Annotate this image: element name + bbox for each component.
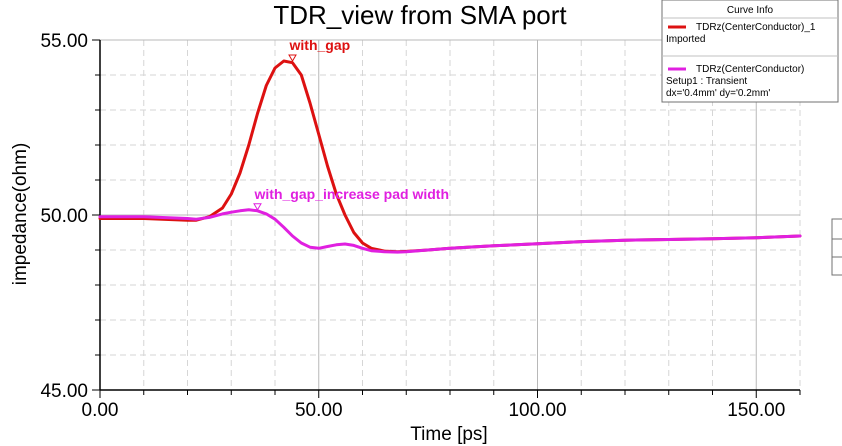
annotations: with_gap with_gap_increase pad width <box>253 37 450 211</box>
legend[interactable]: Curve Info TDRz(CenterConductor)_1Importe… <box>661 0 839 103</box>
chart-title: TDR_view from SMA port <box>273 0 567 30</box>
x-tick-label: 100.00 <box>508 400 566 421</box>
series-line-2 <box>98 208 802 254</box>
x-tick-label: 0.00 <box>82 400 119 421</box>
annotation-marker-1 <box>288 54 297 62</box>
legend-entry-name-1: TDRz(CenterConductor)_1 <box>696 22 816 33</box>
legend-title: Curve Info <box>727 5 774 16</box>
annotation-label-2: with_gap_increase pad width <box>254 186 450 202</box>
series-group <box>98 59 802 254</box>
side-panel-fragment <box>831 218 842 276</box>
legend-entry-detail-2: Setup1 : Transient <box>666 76 747 87</box>
legend-entry-name-2: TDRz(CenterConductor) <box>696 64 804 75</box>
x-tick-label: 150.00 <box>727 400 785 421</box>
annotation-marker-2 <box>253 203 262 211</box>
annotation-label-1: with_gap <box>289 37 351 53</box>
x-tick-label: 50.00 <box>295 400 343 421</box>
axes: 0.00 50.00 100.00 150.00 45.00 50.00 55.00 <box>40 31 801 421</box>
y-tick-label: 50.00 <box>40 206 88 227</box>
legend-entry-detail-2: dx='0.4mm' dy='0.2mm' <box>666 88 770 99</box>
legend-box <box>661 0 839 103</box>
y-tick-label: 55.00 <box>40 31 88 52</box>
y-axis-label: impedance(ohm) <box>10 143 31 286</box>
y-tick-label: 45.00 <box>40 381 88 402</box>
legend-entry-detail-1: Imported <box>666 34 705 45</box>
x-axis-label: Time [ps] <box>410 424 487 445</box>
